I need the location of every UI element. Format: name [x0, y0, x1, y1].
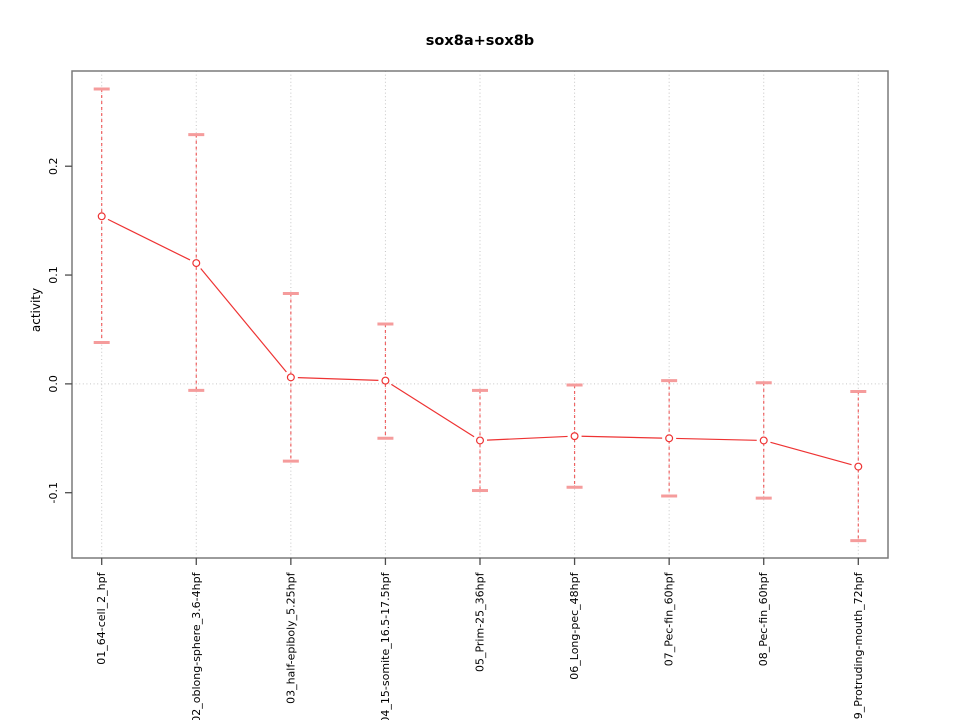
axes-group: -0.1 0.0 0.1 0.2 01_64-cell_2_hpf 02_oblong-s…	[47, 70, 889, 724]
series-group	[93, 87, 867, 543]
x-tick-label: 01_64-cell_2_hpf	[95, 571, 108, 664]
y-axis-label: activity	[29, 288, 43, 332]
data-point	[854, 462, 863, 471]
data-point	[570, 432, 579, 441]
data-point	[97, 212, 106, 221]
x-tick-label: 08_Pec-fin_60hpf	[757, 571, 770, 666]
series-segment	[107, 218, 191, 261]
series-segment	[770, 441, 852, 466]
series-segment	[391, 383, 475, 438]
data-point	[192, 259, 201, 268]
y-tick-label: 0.2	[47, 157, 60, 175]
series-segment	[581, 435, 663, 439]
series-segment	[486, 435, 568, 441]
x-tick-label: 09_Protruding-mouth_72hpf	[852, 571, 865, 720]
x-tick-label: 02_oblong-sphere_3.6-4hpf	[190, 571, 203, 720]
x-tick-label: 04_15-somite_16.5-17.5hpf	[379, 571, 392, 720]
data-point	[286, 373, 295, 382]
x-tick-label: 07_Pec-fin_60hpf	[663, 571, 676, 666]
series-segment	[297, 376, 379, 381]
x-tick-label: 03_half-epiboly_5.25hpf	[284, 571, 297, 704]
plot-border	[71, 70, 889, 559]
gridlines-group	[72, 71, 888, 558]
series-segment	[676, 437, 757, 441]
x-tick-label: 05_Prim-25_36hpf	[474, 571, 487, 672]
y-tick-label: 0.0	[47, 375, 60, 393]
chart-title: sox8a+sox8b	[426, 33, 534, 49]
series-segment	[200, 268, 287, 373]
x-tick-label: 06_Long-pec_48hpf	[568, 571, 581, 679]
y-tick-label: 0.1	[47, 266, 60, 284]
data-point	[381, 376, 390, 385]
y-tick-label: -0.1	[47, 482, 60, 503]
data-point	[665, 434, 674, 443]
data-point	[476, 436, 485, 445]
data-point	[759, 436, 768, 445]
